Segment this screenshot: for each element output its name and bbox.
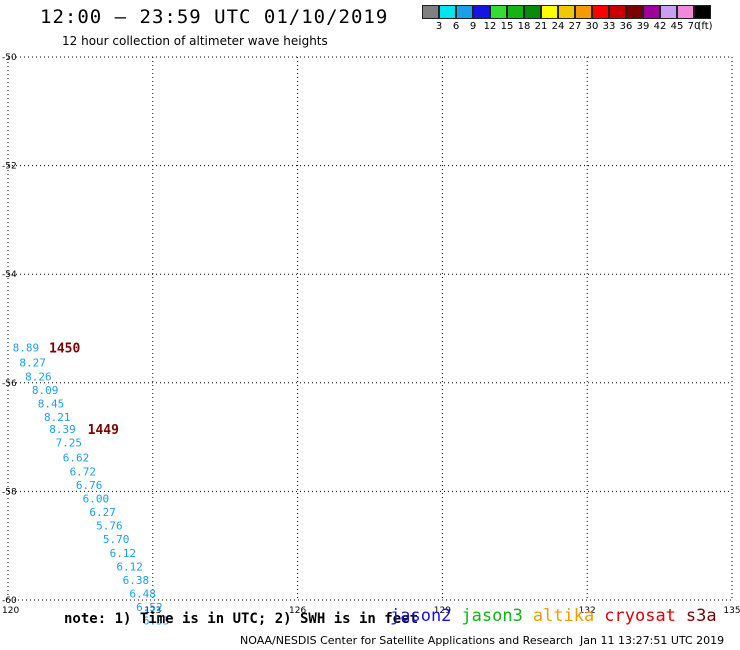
y-tick-label: -50 [2,53,17,63]
data-point: 6.12 [110,547,137,560]
legend-value: 9 [469,21,477,32]
page-subtitle: 12 hour collection of altimeter wave hei… [62,34,328,48]
x-tick-label: 135 [723,606,740,616]
data-point: 8.89 [13,342,40,355]
legend-swatch [677,5,694,19]
data-point: 8.27 [19,357,46,370]
legend-swatch [541,5,558,19]
legend-swatch [660,5,677,19]
data-point: 6.72 [70,465,97,478]
legend-swatch [473,5,490,19]
data-point: 6.76 [76,479,103,492]
legend-value: 18 [517,21,531,32]
data-point: 8.09 [32,384,59,397]
satellite-label: cryosat [604,606,676,626]
legend-swatch [626,5,643,19]
annotations: 1450 1449 [49,342,119,438]
page-title: 12:00 – 23:59 UTC 01/10/2019 [40,6,389,28]
satellite-label: s3a [685,606,717,626]
y-tick-label: -60 [2,596,17,606]
data-point: 6.33 [143,615,170,628]
satellite-label: altika [532,606,595,626]
legend-swatch [507,5,524,19]
plot-frame [7,56,733,601]
credit-text: NOAA/NESDIS Center for Satellite Applica… [240,634,574,647]
legend-value: 15 [500,21,514,32]
x-tick-label: 123 [144,606,161,616]
legend-swatch [592,5,609,19]
footer-note: note: 1) Time is in UTC; 2) SWH is in fe… [64,611,419,627]
timestamp: Jan 11 13:27:51 UTC 2019 [580,634,725,647]
y-tick-label: -56 [2,379,17,389]
satellite-legend: jason2 jason3 altika cryosat s3a [390,606,727,626]
data-point: 6.27 [89,506,116,519]
data-point: 8.26 [25,370,52,383]
data-points: 8.89 8.278.268.098.458.218.397.25 6.626.72… [13,342,170,628]
data-point: 8.21 [44,411,71,424]
data-point: 8.45 [38,397,65,410]
legend-labels: 3 6 9 12 15 18 21 24 27 30 33 36 39 42 45 70 (ft) [422,19,740,33]
data-point: 6.12 [116,560,143,573]
legend-swatch [575,5,592,19]
data-point: 7.25 [56,437,83,450]
legend-swatch [422,5,439,19]
x-tick-label: 126 [289,606,306,616]
legend-swatches [422,5,740,19]
data-point: 6.38 [123,574,150,587]
legend-value: 70 [687,21,701,32]
legend-unit: (ft) [697,21,713,32]
legend-value: 12 [483,21,497,32]
x-tick-label: 120 [2,606,19,616]
data-point: 6.62 [63,452,90,465]
data-point: 5.70 [103,533,130,546]
legend-value: 33 [602,21,616,32]
y-tick-label: -54 [2,270,17,280]
legend-value: 27 [568,21,582,32]
y-tick-label: -58 [2,487,17,497]
x-tick-label: 132 [579,606,596,616]
color-legend: 3 6 9 12 15 18 21 24 27 30 33 36 39 42 45 70 (ft) [422,5,740,33]
legend-swatch [490,5,507,19]
time-annotation: 1449 [88,423,119,438]
data-point: 6.48 [129,587,156,600]
satellite-label: jason3 [461,606,523,626]
legend-value: 21 [534,21,548,32]
legend-swatch [694,5,711,19]
legend-value: 3 [435,21,443,32]
legend-swatch [456,5,473,19]
legend-swatch [609,5,626,19]
legend-value: 45 [670,21,684,32]
x-tick-label: 129 [434,606,451,616]
legend-value: 24 [551,21,565,32]
axes: 120 123 126 129 132 135 -50 -52 -54 -56 -58 -60 [2,53,740,616]
legend-swatch [643,5,660,19]
data-point: 8.39 [49,423,76,436]
time-annotation: 1450 [49,342,80,357]
data-point: 6.52 [136,601,163,614]
legend-swatch [439,5,456,19]
data-point: 5.76 [96,520,123,533]
grid [8,57,732,600]
satellite-label: jason2 [390,606,452,626]
legend-value: 36 [619,21,633,32]
legend-swatch [558,5,575,19]
legend-value: 42 [653,21,667,32]
legend-value: 30 [585,21,599,32]
legend-value: 6 [452,21,460,32]
y-tick-label: -52 [2,162,17,172]
legend-swatch [524,5,541,19]
legend-value: 39 [636,21,650,32]
data-point: 6.00 [83,492,110,505]
